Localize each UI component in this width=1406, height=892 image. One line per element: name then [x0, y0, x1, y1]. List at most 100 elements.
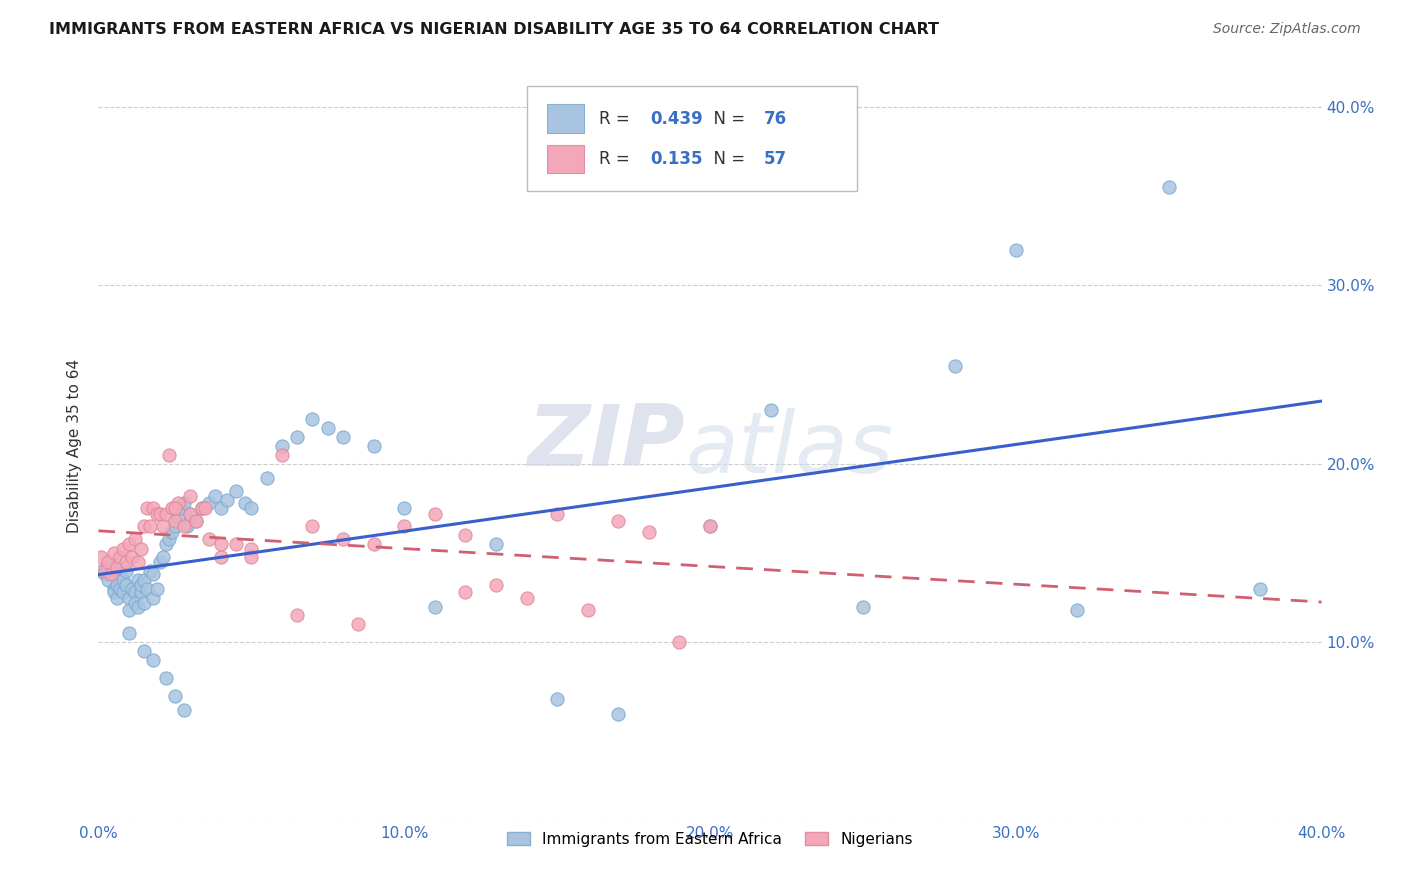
Point — [240, 501, 263, 516]
Point — [163, 689, 186, 703]
FancyBboxPatch shape — [547, 104, 583, 133]
Point — [97, 573, 120, 587]
Point — [1066, 603, 1088, 617]
Point — [167, 510, 190, 524]
Point — [485, 578, 508, 592]
Point — [316, 421, 339, 435]
Point — [108, 549, 131, 564]
Point — [332, 532, 354, 546]
Point — [129, 578, 152, 592]
Text: ZIP: ZIP — [527, 401, 685, 483]
Point — [392, 519, 416, 533]
Point — [163, 519, 186, 533]
Point — [852, 599, 875, 614]
Point — [607, 706, 630, 721]
Point — [90, 564, 112, 578]
Point — [124, 596, 146, 610]
Point — [145, 507, 167, 521]
Point — [160, 524, 183, 539]
Point — [155, 671, 177, 685]
Point — [256, 471, 278, 485]
Point — [191, 501, 214, 516]
Point — [197, 496, 219, 510]
Point — [546, 692, 568, 706]
Text: R =: R = — [599, 110, 634, 128]
Point — [139, 564, 162, 578]
Point — [546, 507, 568, 521]
Point — [152, 519, 174, 533]
Text: 76: 76 — [763, 110, 787, 128]
Point — [759, 403, 782, 417]
Point — [423, 599, 446, 614]
Text: Source: ZipAtlas.com: Source: ZipAtlas.com — [1213, 22, 1361, 37]
Point — [105, 560, 128, 574]
Point — [163, 514, 186, 528]
Point — [204, 489, 226, 503]
Point — [118, 626, 141, 640]
Point — [179, 507, 201, 521]
Point — [118, 537, 141, 551]
Y-axis label: Disability Age 35 to 64: Disability Age 35 to 64 — [67, 359, 83, 533]
Point — [668, 635, 690, 649]
Point — [179, 489, 201, 503]
Point — [97, 555, 120, 569]
Point — [90, 549, 112, 564]
Point — [225, 537, 247, 551]
Point — [285, 430, 308, 444]
Point — [1004, 243, 1026, 257]
Point — [136, 582, 159, 596]
Point — [134, 519, 156, 533]
Point — [121, 582, 143, 596]
Point — [179, 507, 201, 521]
Text: IMMIGRANTS FROM EASTERN AFRICA VS NIGERIAN DISABILITY AGE 35 TO 64 CORRELATION C: IMMIGRANTS FROM EASTERN AFRICA VS NIGERI… — [49, 22, 939, 37]
Point — [111, 542, 134, 557]
Point — [285, 608, 308, 623]
Point — [270, 439, 292, 453]
Point — [209, 537, 232, 551]
Point — [142, 567, 165, 582]
Point — [134, 573, 156, 587]
Point — [170, 501, 193, 516]
Point — [186, 514, 208, 528]
Point — [103, 582, 125, 596]
Point — [209, 549, 232, 564]
Point — [100, 560, 122, 574]
Point — [637, 524, 661, 539]
Point — [152, 549, 174, 564]
Point — [186, 514, 208, 528]
Text: 0.439: 0.439 — [650, 110, 703, 128]
Point — [134, 596, 156, 610]
Point — [105, 578, 128, 592]
Point — [197, 532, 219, 546]
Point — [127, 573, 149, 587]
Text: N =: N = — [703, 150, 749, 168]
Point — [392, 501, 416, 516]
Point — [347, 617, 370, 632]
Point — [454, 528, 477, 542]
Text: N =: N = — [703, 110, 749, 128]
Point — [108, 582, 131, 596]
Point — [115, 555, 138, 569]
Point — [103, 546, 125, 560]
Point — [142, 501, 165, 516]
Point — [111, 573, 134, 587]
Text: 57: 57 — [763, 150, 787, 168]
Point — [105, 591, 128, 605]
Point — [454, 585, 477, 599]
Point — [136, 501, 159, 516]
Point — [1157, 180, 1180, 194]
Point — [142, 653, 165, 667]
Point — [157, 448, 180, 462]
Point — [115, 578, 138, 592]
Point — [233, 496, 256, 510]
Point — [301, 412, 323, 426]
FancyBboxPatch shape — [547, 145, 583, 173]
Point — [124, 532, 146, 546]
Point — [127, 599, 149, 614]
Text: 0.135: 0.135 — [650, 150, 703, 168]
Point — [155, 507, 177, 521]
Point — [270, 448, 292, 462]
Point — [173, 703, 195, 717]
Point — [124, 585, 146, 599]
Point — [699, 519, 721, 533]
